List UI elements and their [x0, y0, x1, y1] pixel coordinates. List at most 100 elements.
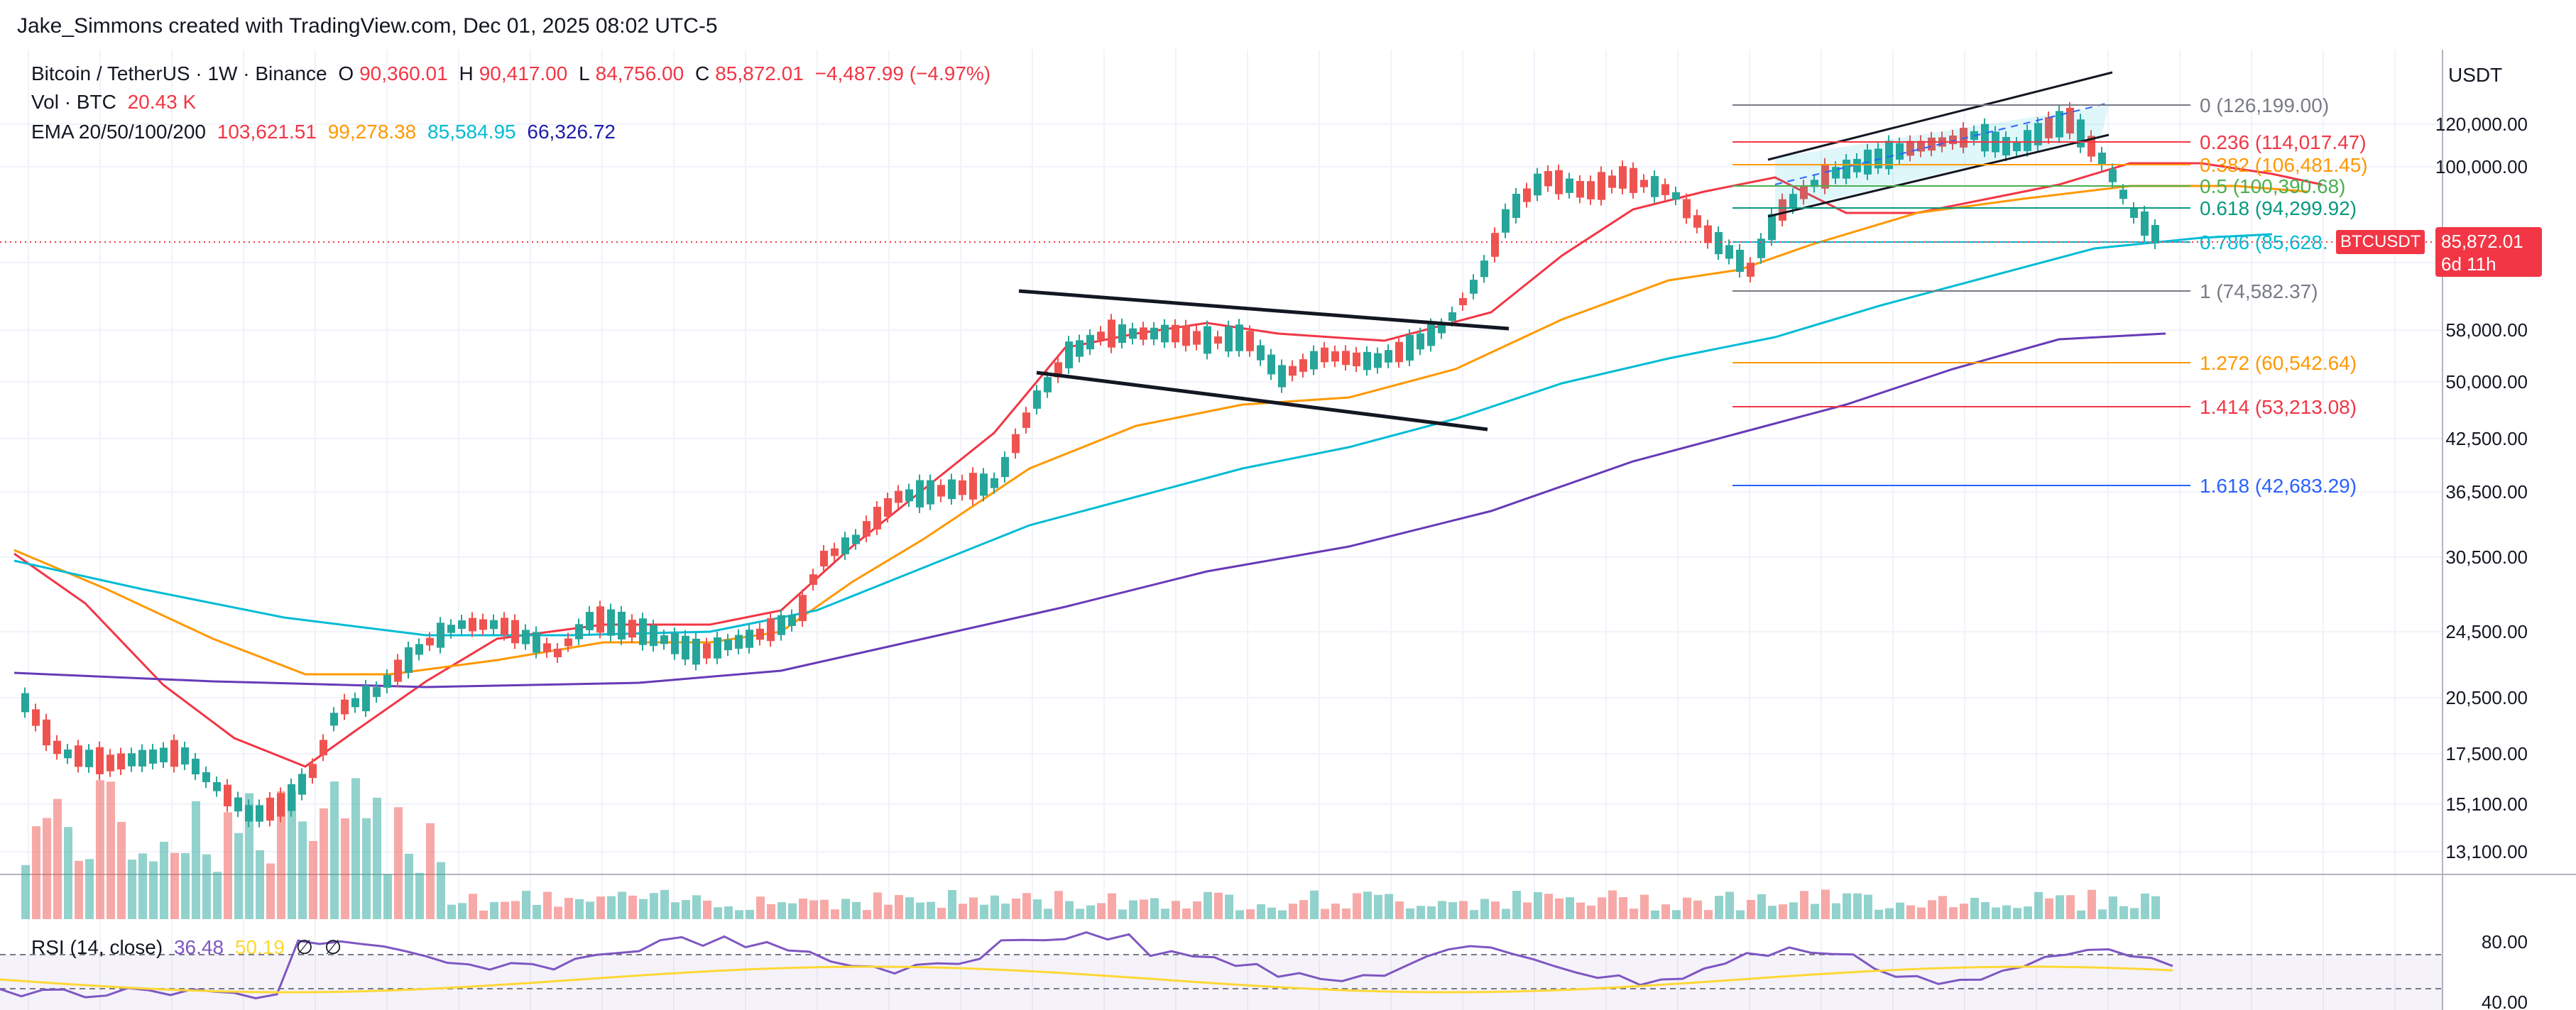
ema-label[interactable]: EMA 20/50/100/200 [31, 121, 206, 143]
candle-down [767, 618, 775, 642]
candle-up [852, 534, 860, 544]
high-value: 90,417.00 [479, 62, 568, 84]
volume-bar [1161, 909, 1169, 919]
candle-up [1874, 148, 1882, 169]
volume-bar [1672, 910, 1681, 919]
volume-bar [1736, 910, 1745, 919]
volume-bar [64, 827, 72, 919]
candle-down [703, 643, 711, 659]
candle-up [746, 630, 753, 648]
candle-down [2045, 117, 2053, 138]
candle-up [905, 489, 913, 502]
candle-up [1129, 328, 1137, 339]
top-bar: Jake_Simmons created with TradingView.co… [0, 0, 2576, 50]
rsi-label[interactable]: RSI (14, close) [31, 936, 163, 958]
volume-bar [1779, 904, 1787, 919]
price-axis-tick: 20,500.00 [2445, 687, 2528, 708]
candle-up [1363, 351, 1371, 370]
candle-down [1747, 263, 1754, 277]
candle-down [1054, 362, 1062, 378]
price-axis-tick: 30,500.00 [2445, 547, 2528, 568]
volume-bar [1044, 909, 1052, 919]
trendline-upper [1018, 289, 1510, 331]
volume-bar [714, 907, 722, 919]
candle-down [96, 747, 104, 774]
volume-bar [905, 897, 914, 919]
candle-up [1789, 194, 1797, 209]
fib-level-label: 1 (74,582.37) [2200, 280, 2318, 302]
volume-bar [437, 862, 445, 919]
volume-bar [85, 859, 94, 919]
volume-bar [2141, 893, 2149, 919]
candle-down [469, 617, 476, 632]
volume-bar [1001, 903, 1010, 919]
symbol-label[interactable]: Bitcoin / TetherUS · 1W · Binance [31, 62, 327, 84]
candle-up [735, 635, 743, 649]
volume-bar [1150, 898, 1159, 919]
volume-bar [479, 910, 488, 919]
volume-bar [1310, 890, 1319, 919]
candle-down [511, 620, 519, 644]
volume-bar [959, 904, 967, 919]
candle-up [2130, 207, 2138, 219]
candle-down [1331, 351, 1339, 362]
candle-up [447, 625, 455, 633]
rsi-ma-value: 50.19 [234, 936, 285, 958]
ema100-line [13, 233, 2273, 637]
candle-up [1757, 238, 1765, 258]
ema100-value: 85,584.95 [427, 121, 516, 143]
candle-up [927, 480, 934, 505]
candle-up [692, 638, 700, 665]
candle-up [724, 640, 732, 651]
volume-bar [1725, 891, 1734, 919]
currency-unit-label[interactable]: USDT [2448, 64, 2503, 86]
price-chart[interactable]: 120,000.00100,000.0070,000.0058,000.0050… [0, 50, 2576, 1010]
volume-bar [1928, 900, 1936, 919]
candle-down [1779, 199, 1786, 221]
volume-bar [1811, 904, 1819, 919]
channel-midline [1774, 102, 2110, 185]
channel-lower [1767, 133, 2110, 218]
chart-area[interactable]: 120,000.00100,000.0070,000.0058,000.0050… [0, 50, 2576, 1010]
candle-up [138, 750, 146, 767]
volume-bar [1683, 897, 1691, 919]
candle-up [980, 473, 988, 496]
volume-bar [490, 901, 498, 919]
candle-up [1438, 324, 1446, 334]
volume-bar [1747, 899, 1755, 919]
close-label: C [695, 62, 710, 84]
candle-up [1534, 173, 1541, 196]
volume-bar [128, 860, 136, 919]
candle-down [564, 638, 572, 647]
price-axis-tick: 42,500.00 [2445, 428, 2528, 449]
candle-up [586, 612, 594, 630]
volume-bar [533, 904, 541, 919]
open-label: O [338, 62, 354, 84]
volume-bar [937, 907, 946, 919]
volume-bar [1299, 900, 1308, 919]
volume-bar [170, 852, 179, 919]
candle-up [1086, 334, 1094, 350]
candle-down [75, 745, 82, 767]
volume-value: 20.43 K [127, 91, 197, 113]
volume-bar [1086, 905, 1095, 919]
candle-down [1299, 359, 1307, 372]
price-axis-tick: 15,100.00 [2445, 794, 2528, 815]
volume-bar [1757, 894, 1766, 919]
candle-up [1502, 209, 1510, 233]
volume-legend: Vol · BTC 20.43 K [31, 91, 202, 114]
rsi-band [0, 955, 2443, 1010]
volume-bar [330, 781, 339, 919]
candle-up [128, 753, 136, 767]
volume-bar [628, 895, 637, 919]
candle-up [1736, 249, 1744, 273]
volume-bar [1874, 909, 1883, 919]
close-value: 85,872.01 [715, 62, 804, 84]
price-axis-tick: 17,500.00 [2445, 743, 2528, 764]
volume-label[interactable]: Vol · BTC [31, 91, 116, 113]
bar-countdown: 6d 11h [2441, 253, 2496, 275]
volume-bar [1278, 910, 1287, 919]
candle-up [1374, 353, 1382, 368]
volume-bar [767, 904, 775, 919]
candle-up [522, 630, 530, 644]
